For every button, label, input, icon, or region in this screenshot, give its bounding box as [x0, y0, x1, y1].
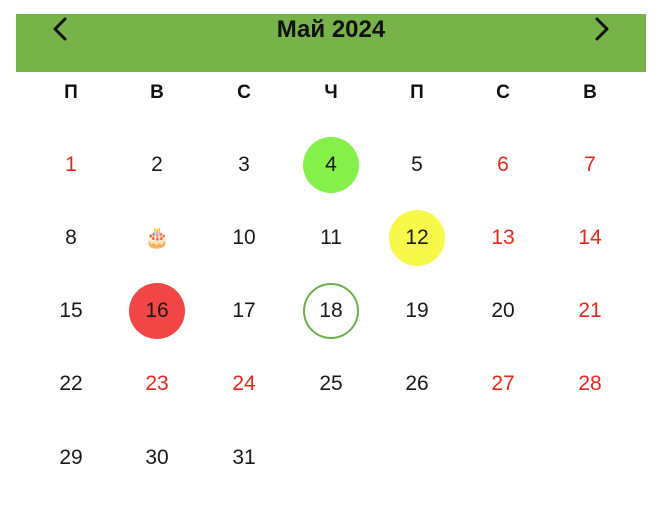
calendar-day[interactable]: 29 [59, 446, 83, 469]
calendar-day[interactable]: 18 [303, 283, 359, 339]
weekday-label: В [150, 82, 164, 103]
weekday-label: Ч [324, 82, 338, 103]
calendar-day[interactable]: 6 [497, 153, 509, 176]
calendar-day[interactable]: 5 [411, 153, 423, 176]
calendar-day[interactable]: 1 [65, 153, 77, 176]
calendar-day[interactable]: 24 [232, 372, 256, 395]
calendar-day[interactable]: 27 [491, 372, 515, 395]
calendar-day[interactable]: 11 [320, 226, 342, 249]
chevron-right-icon [595, 17, 609, 41]
calendar-header: Май 2024 [16, 14, 646, 72]
calendar-day[interactable]: 16 [129, 283, 185, 339]
weekday-label: П [64, 82, 78, 103]
weekday-label: В [583, 82, 597, 103]
weekday-label: С [237, 82, 251, 103]
chevron-left-icon [53, 17, 67, 41]
calendar-day[interactable]: 17 [232, 299, 256, 322]
calendar-day[interactable]: 14 [578, 226, 602, 249]
calendar-day[interactable]: 7 [584, 153, 596, 176]
birthday-cake-icon: 🎂 [144, 227, 170, 249]
calendar-day[interactable]: 3 [238, 153, 250, 176]
calendar-day[interactable]: 2 [151, 153, 163, 176]
calendar-day[interactable]: 10 [232, 226, 256, 249]
calendar-day-birthday[interactable]: 🎂 [129, 210, 185, 266]
calendar-day[interactable]: 23 [145, 372, 169, 395]
calendar-day[interactable]: 8 [65, 226, 77, 249]
calendar-day[interactable]: 21 [578, 299, 602, 322]
calendar-day[interactable]: 4 [303, 137, 359, 193]
calendar-day[interactable]: 20 [491, 299, 515, 322]
calendar-day[interactable]: 30 [145, 446, 169, 469]
calendar-day[interactable]: 12 [389, 210, 445, 266]
calendar-day[interactable]: 19 [405, 299, 429, 322]
calendar-day[interactable]: 26 [405, 372, 429, 395]
calendar-day[interactable]: 15 [59, 299, 83, 322]
weekday-label: П [410, 82, 424, 103]
calendar-day[interactable]: 31 [232, 446, 256, 469]
weekday-label: С [496, 82, 510, 103]
calendar-day[interactable]: 22 [59, 372, 83, 395]
prev-month-button[interactable] [40, 14, 80, 44]
month-title: Май 2024 [276, 16, 386, 43]
calendar-day[interactable]: 28 [578, 372, 602, 395]
calendar-day[interactable]: 25 [319, 372, 343, 395]
next-month-button[interactable] [582, 14, 622, 44]
calendar-day[interactable]: 13 [491, 226, 515, 249]
